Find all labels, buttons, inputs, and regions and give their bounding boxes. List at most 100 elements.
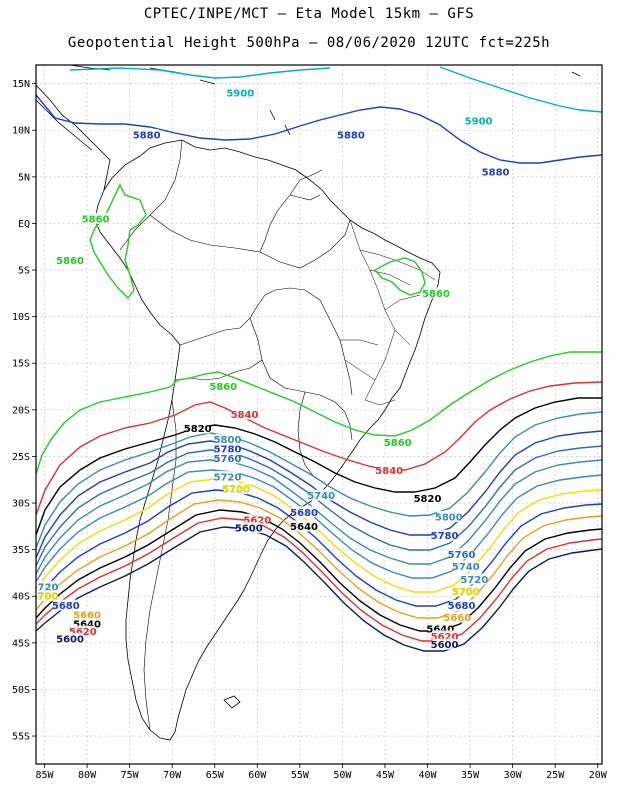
contour-label-5700: 5700 (222, 485, 250, 496)
contour-label-5820: 5820 (184, 424, 212, 435)
contour-label-bg (58, 633, 83, 645)
contour-label-5880: 5880 (337, 130, 365, 141)
contour-label-5700: 5700 (452, 587, 480, 598)
contour-5620 (36, 517, 602, 642)
contour-label-bg (224, 483, 249, 495)
contour-label-bg (236, 522, 261, 534)
lat-tick-label: 55S (12, 732, 30, 743)
contour-5860 (36, 351, 602, 475)
contour-label-5880: 5880 (482, 168, 510, 179)
lat-tick-label: 15N (12, 79, 30, 90)
lon-tick-label: 20W (589, 770, 608, 781)
contour-5640 (36, 509, 602, 632)
contour-label-5800: 5800 (435, 513, 463, 524)
lon-tick-label: 85W (35, 770, 54, 781)
contour-label-5620: 5620 (431, 632, 459, 643)
contour-label-5860: 5860 (209, 382, 237, 393)
falkland-islands (223, 695, 241, 709)
contour-label-5880: 5880 (133, 130, 161, 141)
contour-label-5680: 5680 (448, 601, 476, 612)
lon-tick-label: 30W (504, 770, 523, 781)
lon-tick-label: 80W (78, 770, 97, 781)
contour-label-bg (453, 585, 478, 597)
contour-label-bg (215, 442, 240, 454)
contour-5880 (36, 94, 602, 164)
contour-labels: 5900 5900 5880 5880 5880 5860 5860 5860 5860 5860… (31, 86, 510, 651)
contour-label-bg (58, 254, 83, 266)
contour-5660 (36, 499, 602, 619)
contour-label-bg (232, 408, 257, 420)
contour-label-5720: 5720 (214, 472, 242, 483)
south-america-coastline (94, 139, 441, 741)
contour-label-5780: 5780 (431, 531, 459, 542)
contour-5680 (36, 489, 602, 607)
lat-tick-label: 25S (12, 452, 30, 463)
contour-5820 (36, 397, 602, 536)
contour-label-5860: 5860 (422, 289, 450, 300)
contour-label-bg (462, 573, 487, 585)
contour-5860-northeast (373, 257, 426, 296)
contour-label-bg (449, 599, 474, 611)
contour-label-bg (483, 166, 508, 178)
contour-label-bg (245, 513, 270, 525)
contour-label-5760: 5760 (214, 454, 242, 465)
country-borders (119, 139, 353, 731)
contour-label-bg (215, 470, 240, 482)
lat-tick-label: 5N (18, 172, 30, 183)
contour-label-5640: 5640 (290, 522, 318, 533)
central-america-coastline (36, 84, 111, 191)
contour-5760 (36, 445, 602, 567)
lon-tick-label: 70W (163, 770, 182, 781)
contour-label-5700: 5700 (31, 592, 59, 603)
contour-label-bg (83, 212, 108, 224)
lat-tick-label: 50S (12, 685, 30, 696)
map-title: CPTEC/INPE/MCT – Eta Model 15km – GFS (143, 6, 475, 22)
contour-label-bg (449, 548, 474, 560)
contour-5600 (36, 526, 602, 652)
lon-tick-label: 55W (291, 770, 310, 781)
lat-tick-label: 30S (12, 499, 30, 510)
lon-tick-label: 60W (248, 770, 267, 781)
lat-tick-label: 20S (12, 405, 30, 416)
contour-5740 (36, 459, 602, 575)
contour-label-5820: 5820 (414, 494, 442, 505)
lat-tick-label: EQ (18, 219, 30, 230)
contour-5700 (36, 478, 602, 593)
contour-label-bg (211, 380, 236, 392)
contour-label-5640: 5640 (73, 620, 101, 631)
contour-label-bg (432, 638, 457, 650)
contour-5840 (36, 381, 602, 516)
contour-label-5640: 5640 (426, 624, 454, 635)
contour-label-bg (385, 436, 410, 448)
contour-label-bg (436, 511, 461, 523)
map-subtitle: Geopotential Height 500hPa – 08/06/2020 … (67, 35, 551, 51)
axis-ticks: 85W 80W 75W 70W 65W 60W 55W 50W 45W 40W 35W 30W 25W 2… (12, 79, 608, 781)
contour-label-bg (432, 529, 457, 541)
contour-label-5740: 5740 (307, 491, 335, 502)
contour-label-bg (377, 464, 402, 476)
lon-tick-label: 65W (206, 770, 225, 781)
contour-label-5900: 5900 (226, 88, 254, 99)
contour-label-bg (432, 630, 457, 642)
contour-label-5680: 5680 (52, 601, 80, 612)
contour-label-5760: 5760 (448, 550, 476, 561)
lat-tick-label: 10S (12, 312, 30, 323)
lon-tick-label: 25W (546, 770, 565, 781)
lat-tick-label: 40S (12, 592, 30, 603)
contour-label-bg (228, 86, 253, 98)
contour-label-5780: 5780 (214, 444, 242, 455)
contour-label-bg (292, 520, 317, 532)
contour-label-bg (415, 492, 440, 504)
contour-label-bg (36, 580, 57, 592)
lat-tick-label: 10N (12, 126, 30, 137)
contour-label-bg (75, 618, 100, 630)
contour-label-bg (70, 625, 95, 637)
contour-label-bg (453, 560, 478, 572)
contour-label-bg (75, 608, 100, 620)
contour-label-bg (215, 452, 240, 464)
contour-label-bg (292, 506, 317, 518)
contour-label-bg (134, 128, 159, 140)
lon-tick-label: 50W (333, 770, 352, 781)
contour-label-5840: 5840 (231, 410, 259, 421)
